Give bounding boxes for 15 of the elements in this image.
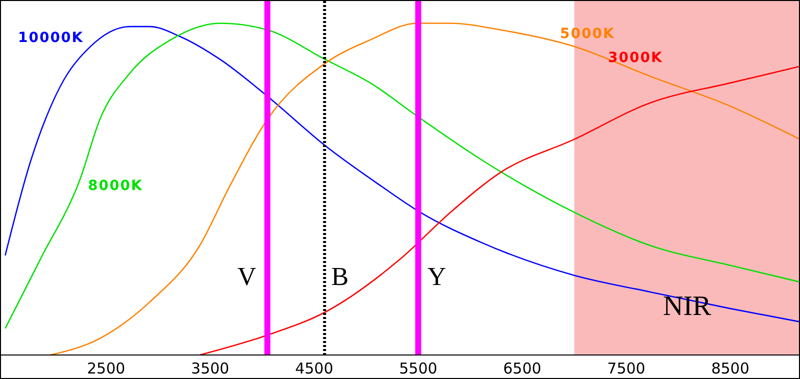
ref-line-label: B	[331, 262, 349, 291]
series-label: 8000K	[88, 178, 143, 194]
text: 3000K	[608, 50, 663, 66]
series-label: 5000K	[560, 26, 615, 42]
ref-line-label: V	[237, 262, 256, 291]
x-tick-label: 5500	[399, 360, 438, 378]
x-tick-label: 6500	[503, 360, 542, 378]
band-label: NIR	[663, 291, 712, 322]
x-tick-label: 4500	[295, 360, 334, 378]
x-tick-label: 3500	[191, 360, 230, 378]
series-label: 10000K	[18, 30, 84, 46]
ref-line-label: Y	[427, 262, 446, 291]
x-tick-label: 2500	[87, 360, 126, 378]
x-tick-label: 8500	[711, 360, 750, 378]
x-tick-label: 7500	[607, 360, 646, 378]
